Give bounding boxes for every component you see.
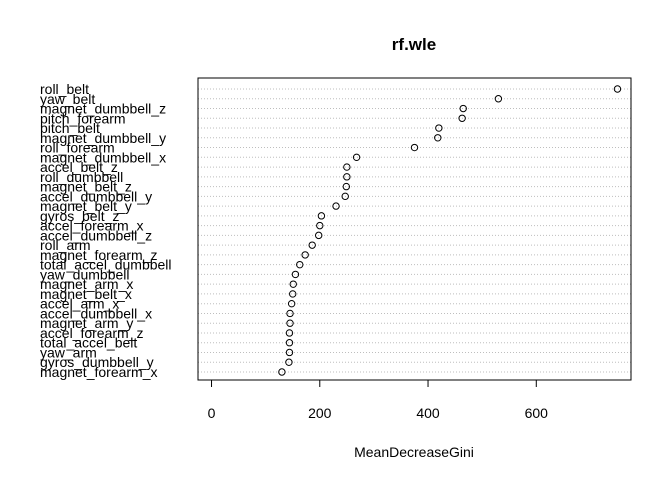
variable-label: yaw_arm — [40, 344, 97, 360]
data-point — [291, 270, 300, 279]
variable-label: roll_forearm — [40, 140, 115, 156]
data-point — [286, 309, 294, 318]
variable-label: accel_forearm_x — [40, 218, 144, 234]
data-point — [342, 182, 351, 191]
data-point — [352, 153, 361, 162]
variable-label: gyros_belt_z — [40, 208, 119, 224]
data-point — [341, 192, 349, 201]
variable-label: accel_arm_x — [40, 296, 119, 312]
variable-labels: roll_beltyaw_beltmagnet_dumbbell_zpitch_… — [40, 81, 172, 380]
data-point — [289, 290, 297, 298]
variable-label: magnet_belt_z — [40, 179, 132, 195]
data-point — [316, 221, 324, 230]
variable-label: accel_belt_z — [40, 159, 118, 175]
data-point — [296, 260, 304, 269]
data-point — [285, 348, 294, 357]
x-axis-label: MeanDecreaseGini — [354, 444, 474, 460]
data-points — [278, 85, 622, 376]
variable-label: magnet_arm_x — [40, 276, 133, 292]
data-point — [343, 173, 351, 181]
variable-label: accel_dumbbell_y — [40, 188, 152, 204]
data-point — [285, 358, 293, 366]
variable-label: pitch_forearm — [40, 110, 126, 126]
data-point — [287, 299, 296, 308]
data-point — [314, 231, 323, 240]
x-tick-label: 0 — [208, 405, 216, 421]
variable-label: yaw_belt — [40, 91, 95, 107]
grid-lines — [198, 88, 631, 373]
variable-label: total_accel_dumbbell — [40, 257, 172, 273]
data-point — [459, 104, 467, 113]
variable-label: accel_dumbbell_z — [40, 227, 152, 243]
data-point — [317, 212, 326, 220]
data-point — [435, 124, 443, 132]
chart-title: rf.wle — [392, 35, 436, 54]
x-tick-label: 200 — [308, 405, 332, 421]
data-point — [458, 114, 466, 122]
variable-label: magnet_dumbbell_z — [40, 101, 166, 117]
variable-label: accel_dumbbell_x — [40, 305, 152, 321]
data-point — [434, 134, 442, 142]
variable-label: magnet_forearm_x — [40, 364, 158, 380]
variable-label: magnet_arm_y — [40, 315, 133, 331]
x-tick-label: 400 — [416, 405, 440, 421]
data-point — [301, 251, 309, 259]
variable-label: accel_forearm_z — [40, 325, 144, 341]
variable-label: roll_arm — [40, 237, 91, 253]
variable-label: gyros_dumbbell_y — [40, 354, 154, 370]
data-point — [410, 143, 419, 152]
x-tick-label: 600 — [525, 405, 549, 421]
data-point — [289, 280, 297, 288]
variable-label: pitch_belt — [40, 120, 100, 136]
variable-label: roll_belt — [40, 81, 89, 97]
variable-label: magnet_belt_x — [40, 286, 132, 302]
variable-label: total_accel_belt — [40, 335, 137, 351]
variable-label: yaw_dumbbell — [40, 266, 130, 282]
data-point — [285, 329, 294, 337]
data-point — [278, 368, 286, 376]
data-point — [494, 95, 503, 103]
data-point — [308, 241, 316, 249]
x-axis: 0 200 400 600 — [208, 379, 549, 421]
data-point — [613, 85, 622, 93]
variable-label: magnet_belt_y — [40, 198, 132, 214]
data-point — [332, 202, 340, 210]
plot-frame — [197, 77, 632, 381]
variable-label: magnet_dumbbell_y — [40, 130, 166, 146]
data-point — [286, 319, 294, 327]
variable-label: magnet_dumbbell_x — [40, 149, 166, 165]
variable-label: roll_dumbbell — [40, 169, 123, 185]
data-point — [285, 339, 294, 347]
data-point — [343, 163, 351, 171]
variable-label: magnet_forearm_z — [40, 247, 158, 263]
